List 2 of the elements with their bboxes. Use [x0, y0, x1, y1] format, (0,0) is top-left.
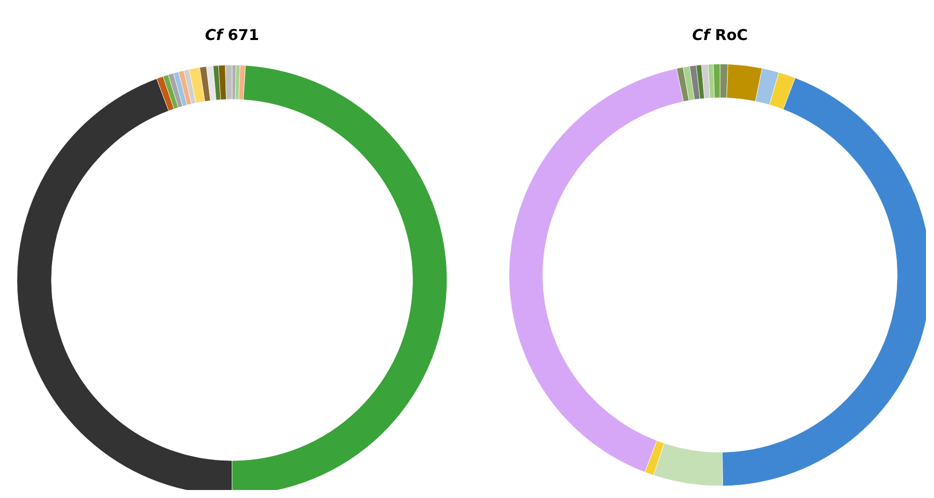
- chart-title: Cf RoC: [692, 26, 748, 44]
- chart-title: Cf 671: [204, 26, 260, 44]
